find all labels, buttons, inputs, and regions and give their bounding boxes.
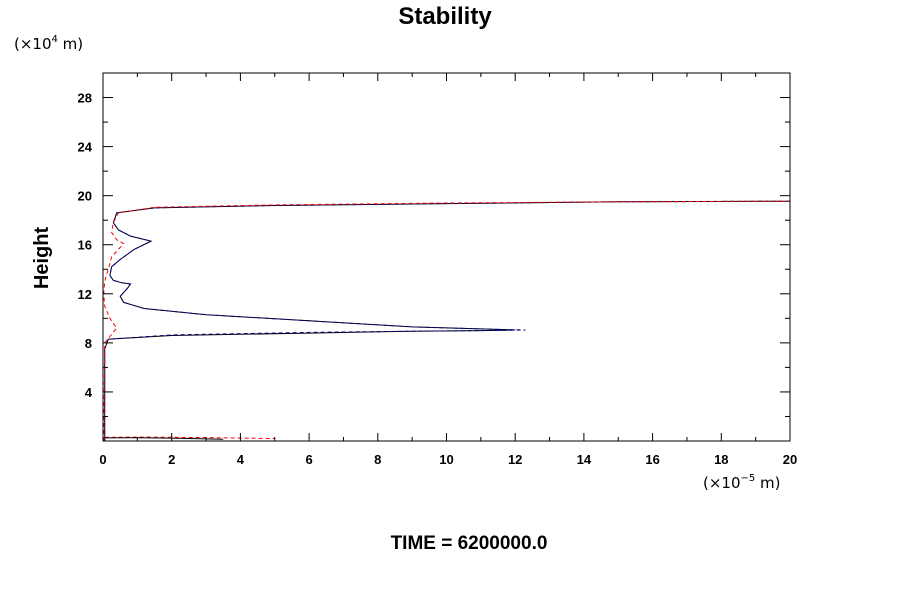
x-tick-label: 10 xyxy=(439,452,453,467)
x-axis-unit: (×10−5 m) xyxy=(703,473,781,492)
y-tick-label: 8 xyxy=(85,336,92,351)
y-axis-unit: (×104 m) xyxy=(14,34,83,53)
series-line-4 xyxy=(103,200,791,442)
x-tick-label: 16 xyxy=(645,452,659,467)
series-layer xyxy=(102,73,791,442)
series-line-2 xyxy=(104,200,791,441)
series-line-1 xyxy=(104,200,791,441)
y-tick-label: 28 xyxy=(78,91,92,106)
y-tick-label: 12 xyxy=(78,287,92,302)
y-unit-exponent: 4 xyxy=(52,34,58,45)
y-axis-label: Height xyxy=(31,227,53,290)
x-unit-exponent: −5 xyxy=(741,473,756,484)
y-tick-label: 16 xyxy=(78,238,92,253)
x-unit-suffix: m) xyxy=(755,474,780,492)
plot-frame xyxy=(102,72,791,442)
x-tick-label: 14 xyxy=(577,452,592,467)
x-tick-label: 4 xyxy=(237,452,245,467)
x-tick-label: 12 xyxy=(508,452,522,467)
y-unit-suffix: m) xyxy=(58,35,83,53)
series-line-6 xyxy=(104,437,224,440)
y-tick-label: 4 xyxy=(85,385,93,400)
y-tick-label: 24 xyxy=(78,140,93,155)
x-tick-label: 6 xyxy=(305,452,312,467)
x-tick-label: 2 xyxy=(168,452,175,467)
x-tick-label: 20 xyxy=(783,452,797,467)
x-tick-label: 8 xyxy=(374,452,381,467)
series-line-5 xyxy=(104,436,275,439)
y-tick-label: 20 xyxy=(78,189,92,204)
x-tick-label: 0 xyxy=(99,452,106,467)
y-unit-prefix: (×10 xyxy=(14,35,52,53)
x-unit-prefix: (×10 xyxy=(703,474,741,492)
x-tick-label: 18 xyxy=(714,452,728,467)
time-label: TIME = 6200000.0 xyxy=(391,533,548,554)
chart-title: Stability xyxy=(398,3,492,30)
